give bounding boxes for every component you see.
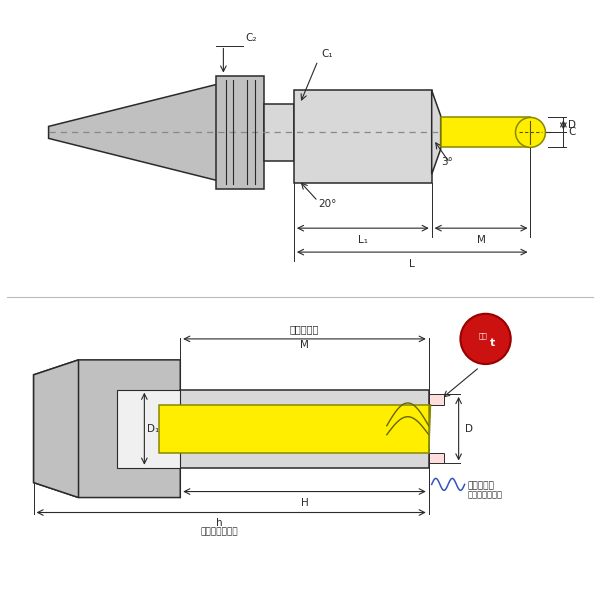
Polygon shape bbox=[216, 76, 264, 189]
Polygon shape bbox=[118, 390, 180, 467]
Text: D: D bbox=[568, 120, 576, 130]
Text: L₁: L₁ bbox=[358, 235, 368, 245]
Text: 3°: 3° bbox=[440, 157, 452, 167]
Text: 工具最大挿入長: 工具最大挿入長 bbox=[200, 527, 238, 536]
Polygon shape bbox=[431, 91, 440, 174]
Polygon shape bbox=[440, 118, 530, 148]
Text: つかみ長さ: つかみ長さ bbox=[467, 481, 494, 490]
Polygon shape bbox=[160, 405, 429, 452]
Circle shape bbox=[460, 314, 511, 364]
Text: h: h bbox=[216, 518, 223, 529]
Polygon shape bbox=[49, 82, 228, 183]
Text: （最低把持長）: （最低把持長） bbox=[467, 491, 503, 500]
Circle shape bbox=[515, 118, 545, 148]
Polygon shape bbox=[429, 394, 443, 405]
Polygon shape bbox=[34, 360, 79, 497]
Text: M: M bbox=[300, 340, 309, 350]
Text: C₁: C₁ bbox=[321, 49, 332, 59]
Text: t: t bbox=[490, 338, 496, 347]
Polygon shape bbox=[180, 390, 429, 467]
Polygon shape bbox=[34, 360, 180, 497]
Text: C₂: C₂ bbox=[245, 32, 256, 43]
Polygon shape bbox=[294, 91, 431, 183]
Text: D: D bbox=[464, 424, 473, 434]
Text: C: C bbox=[568, 127, 575, 137]
Polygon shape bbox=[264, 104, 294, 161]
Text: H: H bbox=[301, 497, 308, 508]
Text: M: M bbox=[476, 235, 485, 245]
Polygon shape bbox=[429, 452, 443, 463]
Text: 20°: 20° bbox=[318, 199, 337, 209]
Text: 加工有効長: 加工有効長 bbox=[290, 324, 319, 334]
Text: 肉厚: 肉厚 bbox=[478, 332, 487, 338]
Text: L: L bbox=[409, 259, 415, 269]
Text: D₁: D₁ bbox=[148, 424, 160, 434]
